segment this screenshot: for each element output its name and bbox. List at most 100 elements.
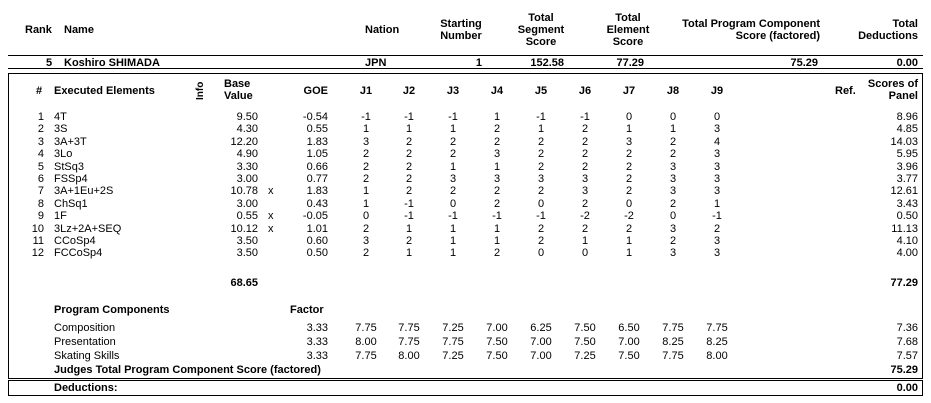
judge-1-score: 3 (362, 135, 370, 148)
element-number: 10 (31, 222, 44, 235)
judge-3-score: 1 (449, 235, 457, 247)
judge-5-score: 0 (537, 247, 545, 260)
judge-5-score: 3 (537, 173, 545, 185)
judge-7-score: 0 (625, 111, 633, 123)
judge-7-score: 2 (625, 173, 633, 185)
judge-8-score: 3 (669, 222, 677, 235)
component-score: 7.36 (896, 322, 918, 334)
judge-9-score: 3 (713, 148, 721, 161)
judge-1-score: 1 (362, 185, 370, 198)
skater-start: 1 (475, 57, 482, 69)
judge-6-score: 2 (581, 148, 589, 161)
component-factor: 3.33 (306, 336, 328, 348)
base-value-header: Base Value (224, 78, 253, 102)
component-judge-8-score: 7.75 (662, 350, 684, 362)
element-goe: -0.05 (302, 210, 328, 223)
judge-7-score: 2 (625, 148, 633, 161)
element-panel-score: 11.13 (891, 222, 918, 235)
judge-4-score: 1 (493, 160, 501, 173)
judge-6-score: 2 (581, 160, 589, 173)
component-judge-3-score: 7.75 (442, 336, 464, 348)
judge-9-score: 3 (713, 247, 721, 260)
judge-8-score: 3 (669, 247, 677, 260)
judge-7-score: 0 (625, 197, 633, 210)
skater-nation: JPN (365, 57, 387, 69)
component-judge-6-score: 7.50 (574, 336, 596, 348)
judge-9-score: 1 (713, 197, 721, 210)
component-judge-7-score: 6.50 (618, 322, 640, 334)
deductions-label: Deductions: (54, 382, 118, 394)
element-panel-score: 3.96 (896, 160, 918, 173)
element-base-value: 3.30 (236, 160, 258, 173)
judge-6-score: 3 (581, 185, 589, 198)
judge-3-score: -1 (448, 111, 458, 123)
judge-1-score: 2 (362, 247, 370, 260)
element-goe: 0.43 (306, 197, 328, 210)
component-factor: 3.33 (306, 322, 328, 334)
element-panel-score: 14.03 (890, 135, 918, 148)
rank-header: Rank (25, 24, 52, 36)
element-name: CCoSp4 (54, 235, 96, 247)
judge-header-6: J6 (578, 85, 592, 97)
judge-2-score: -1 (404, 210, 414, 223)
judge-1-score: 1 (362, 197, 370, 210)
judge-4-score: 2 (493, 135, 501, 148)
element-goe: 1.83 (306, 185, 328, 198)
element-name: StSq3 (54, 160, 84, 173)
judge-2-score: -1 (404, 197, 414, 210)
element-name: 3A+3T (54, 135, 87, 148)
judge-6-score: 2 (581, 222, 589, 235)
judge-1-score: 2 (362, 173, 370, 185)
judge-7-score: -2 (624, 210, 634, 223)
element-base-value: 10.12 (230, 222, 258, 235)
judge-header-5: J5 (534, 85, 548, 97)
element-base-value: 3.00 (236, 173, 258, 185)
element-panel-score: 5.95 (896, 148, 918, 161)
judge-2-score: 1 (405, 222, 413, 235)
element-number: 11 (32, 235, 44, 247)
judge-6-score: 0 (581, 247, 589, 260)
element-number: 2 (37, 123, 44, 136)
component-judge-5-score: 6.25 (530, 322, 552, 334)
judge-2-score: 2 (405, 135, 413, 148)
judge-header-3: J3 (446, 85, 460, 97)
judge-3-score: 2 (449, 148, 457, 161)
element-panel-score: 8.96 (896, 111, 918, 123)
judge-4-score: 2 (493, 197, 501, 210)
judge-9-score: 3 (713, 160, 721, 173)
goe-header: GOE (303, 85, 328, 97)
element-goe: 1.05 (306, 148, 328, 161)
component-judge-9-score: 8.25 (706, 336, 728, 348)
component-judge-5-score: 7.00 (530, 336, 552, 348)
judge-5-score: 2 (537, 135, 545, 148)
element-number: 6 (37, 173, 44, 185)
element-number: 7 (37, 185, 44, 198)
judge-9-score: 3 (713, 173, 721, 185)
component-judge-2-score: 7.75 (398, 322, 420, 334)
judge-4-score: 1 (493, 235, 501, 247)
judge-3-score: 1 (449, 160, 457, 173)
judge-5-score: 2 (537, 148, 545, 161)
component-factor: 3.33 (306, 350, 328, 362)
judge-3-score: 1 (449, 123, 457, 136)
judge-header-9: J9 (710, 85, 724, 97)
skater-tss: 152.58 (530, 57, 564, 69)
judge-9-score: 2 (713, 222, 721, 235)
judge-2-score: 2 (405, 173, 413, 185)
component-judge-8-score: 8.25 (662, 336, 684, 348)
judge-2-score: 2 (405, 185, 413, 198)
judge-8-score: 2 (669, 135, 677, 148)
element-panel-score: 0.50 (896, 210, 918, 223)
element-goe: 1.83 (306, 135, 328, 148)
segment-score-header: Total Segment Score (517, 12, 565, 48)
summary-bottom-line (8, 68, 923, 69)
judge-header-1: J1 (359, 85, 373, 97)
component-score: 7.68 (896, 336, 918, 348)
skater-tes: 77.29 (616, 57, 644, 69)
judge-9-score: 4 (713, 135, 721, 148)
component-score: 7.57 (896, 350, 918, 362)
judge-7-score: 3 (625, 135, 633, 148)
element-name: FCCoSp4 (54, 247, 103, 260)
judge-7-score: 2 (625, 160, 633, 173)
judge-5-score: 2 (537, 235, 545, 247)
